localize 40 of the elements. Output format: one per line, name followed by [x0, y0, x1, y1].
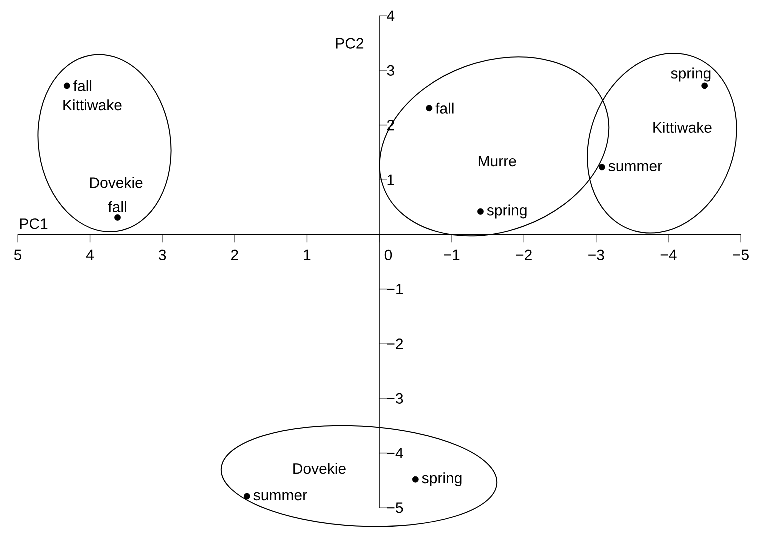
- y-tick-label: −2: [387, 338, 404, 350]
- x-tick-label: −2: [516, 250, 532, 260]
- x-tick-label: 3: [158, 250, 166, 260]
- y-tick-label: 3: [387, 65, 394, 76]
- annotation: fall: [74, 80, 92, 92]
- point: [478, 208, 484, 215]
- y-tick-label: 1: [388, 174, 394, 186]
- point: [412, 476, 419, 483]
- x-tick-label: −1: [444, 250, 460, 260]
- x-tick-label: 4: [86, 250, 94, 260]
- annotation: Dovekie: [294, 463, 346, 474]
- point: [426, 105, 433, 112]
- y-tick-label: −4: [387, 448, 404, 458]
- annotation: Kittiwake: [654, 122, 712, 134]
- x-tick-label: −3: [588, 250, 604, 260]
- y-tick-label: −5: [387, 502, 404, 514]
- x-tick-label: −4: [660, 250, 677, 260]
- point: [64, 82, 70, 90]
- y-axis-title: PC2: [336, 38, 364, 49]
- annotation: summer: [254, 492, 308, 501]
- annotation: spring: [671, 68, 711, 82]
- annotation: fall: [108, 202, 126, 213]
- annotation: Murre: [478, 156, 516, 167]
- annotation: spring: [487, 204, 527, 219]
- annotation: Kittiwake: [64, 100, 122, 111]
- x-tick-label: 0: [384, 250, 392, 260]
- x-tick-label: 2: [231, 250, 238, 260]
- annotation: summer: [608, 163, 662, 172]
- annotation: spring: [422, 472, 462, 487]
- y-tick-label: 4: [387, 10, 395, 22]
- x-tick-label: 5: [14, 250, 22, 260]
- x-axis-title: PC1: [20, 218, 48, 230]
- point: [244, 493, 250, 500]
- y-tick-label: −1: [387, 284, 404, 294]
- point: [114, 214, 121, 221]
- annotation: fall: [436, 102, 454, 114]
- y-tick-label: −3: [387, 393, 404, 404]
- annotation: Dovekie: [90, 177, 143, 188]
- x-tick-label: 1: [304, 250, 311, 260]
- x-tick-label: −5: [733, 250, 749, 260]
